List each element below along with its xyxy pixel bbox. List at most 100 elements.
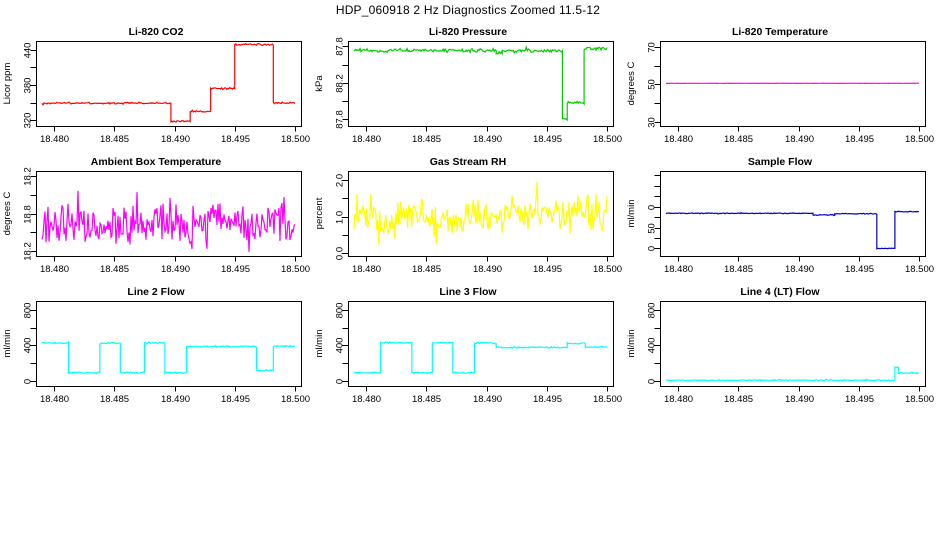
plot-frame [660,301,926,387]
y-axis-title: degrees C [626,61,637,105]
x-tick-label: 18.485 [100,264,129,275]
panel-title: Line 2 Flow [127,286,185,298]
x-tick-label: 18.495 [221,134,250,145]
x-tick-label: 18.480 [40,264,69,275]
x-tick-label: 18.485 [724,264,753,275]
x-tick-label: 18.485 [724,134,753,145]
x-tick-label: 18.480 [664,134,693,145]
panel-sample-flow: Sample Flow 18.480 18.485 18.490 18.495 18.5… [624,156,936,286]
x-tick-label: 18.500 [593,394,622,405]
data-series [41,190,296,252]
y-tick-label: 400 [646,338,657,354]
y-tick-label: 800 [646,303,657,319]
y-axis-title: Licor ppm [2,63,13,105]
x-tick-label: 18.480 [40,134,69,145]
data-series [665,210,919,250]
y-tick-label: 440 [22,43,33,59]
y-tick-label: 88.2 [334,74,345,93]
y-tick-label: 800 [22,303,33,319]
y-tick-label: 50 [646,223,657,234]
plot-area: 18.480 18.485 18.490 18.495 18.500 0 50 0 ml/min [626,171,934,275]
x-tick-label: 18.480 [352,394,381,405]
data-series [41,340,296,376]
y-tick-label: 30 [646,117,657,128]
x-tick-label: 18.490 [161,264,190,275]
x-tick-label: 18.485 [100,134,129,145]
data-series [41,42,296,124]
y-axis-title: degrees C [2,191,13,235]
x-tick-label: 18.490 [161,134,190,145]
plot-frame [348,301,614,387]
x-tick-label: 18.500 [281,394,310,405]
x-tick-label: 18.495 [845,264,874,275]
x-tick-label: 18.490 [785,134,814,145]
y-tick-label: 18.8 [22,205,33,224]
y-tick-label: 18.2 [22,242,33,261]
panel-title: Ambient Box Temperature [90,156,222,168]
plot-frame [36,301,302,387]
x-tick-label: 18.485 [100,394,129,405]
panel-line2-flow: Line 2 Flow 18.480 18.485 18.490 18.495 18.5… [0,286,312,416]
x-tick-label: 18.485 [724,394,753,405]
x-tick-label: 18.490 [473,394,502,405]
x-tick-label: 18.500 [593,264,622,275]
y-tick-label: 18.2 [22,167,33,186]
x-tick-label: 18.495 [845,394,874,405]
x-tick-label: 18.500 [905,394,934,405]
y-tick-label: 320 [22,113,33,129]
y-tick-label: 400 [22,338,33,354]
x-tick-label: 18.495 [533,264,562,275]
plot-frame [348,41,614,127]
panel-title: Li-820 Temperature [731,26,829,38]
x-tick-label: 18.480 [352,134,381,145]
y-axis-title: percent [314,197,325,229]
panel-title: Line 3 Flow [439,286,497,298]
x-tick-label: 18.500 [905,264,934,275]
x-tick-label: 18.490 [785,394,814,405]
plot-area: 18.480 18.485 18.490 18.495 18.500 30 50 70 degr… [626,41,934,145]
y-axis-title: kPa [314,75,325,92]
plot-area: 18.480 18.485 18.490 18.495 18.500 0 400 800 ml/… [626,301,934,405]
y-tick-label: 87.8 [334,37,345,56]
plot-area: 18.480 18.485 18.490 18.495 18.500 18.2 18.8 18… [2,167,310,275]
plot-area: 18.480 18.485 18.490 18.495 18.500 0 400 800 ml/… [2,301,310,405]
y-tick-label: 400 [334,338,345,354]
x-tick-label: 18.480 [664,394,693,405]
plot-frame [36,41,302,127]
plot-frame [660,171,926,257]
plot-area: 18.480 18.485 18.490 18.495 18.500 0 400 800 ml/… [314,301,622,405]
x-tick-label: 18.495 [533,134,562,145]
x-tick-label: 18.480 [352,264,381,275]
panel-li820-co2: Li-820 CO2 18.480 18.485 18.490 18.495 18.50… [0,26,312,156]
y-tick-label: 2.0 [334,174,345,187]
data-series [353,45,608,122]
x-tick-label: 18.500 [281,264,310,275]
y-tick-label: 0 [646,246,657,251]
x-tick-label: 18.485 [412,264,441,275]
y-tick-label: 0.0 [334,247,345,260]
panel-title: Li-820 Pressure [428,26,508,38]
data-series [665,365,920,382]
y-tick-label: 0 [334,379,345,384]
y-axis-title: ml/min [626,200,637,228]
panel-line3-flow: Line 3 Flow 18.480 18.485 18.490 18.495 18.5… [312,286,624,416]
panel-li820-pressure: Li-820 Pressure 18.480 18.485 18.490 18.495… [312,26,624,156]
panel-line4-lt-flow: Line 4 (LT) Flow 18.480 18.485 18.490 18.49… [624,286,936,416]
plot-frame [660,41,926,127]
y-axis-title: ml/min [314,330,325,358]
x-tick-label: 18.490 [473,134,502,145]
y-tick-label: 70 [646,42,657,53]
x-tick-label: 18.495 [845,134,874,145]
y-axis-title: ml/min [2,330,13,358]
x-tick-label: 18.490 [785,264,814,275]
y-tick-label: 0 [22,379,33,384]
y-axis-title: ml/min [626,330,637,358]
panel-title: Gas Stream RH [429,156,507,168]
y-tick-label: 0 [646,379,657,384]
x-tick-label: 18.500 [593,134,622,145]
x-tick-label: 18.495 [533,394,562,405]
x-tick-label: 18.490 [473,264,502,275]
x-tick-label: 18.495 [221,394,250,405]
x-tick-label: 18.485 [412,394,441,405]
